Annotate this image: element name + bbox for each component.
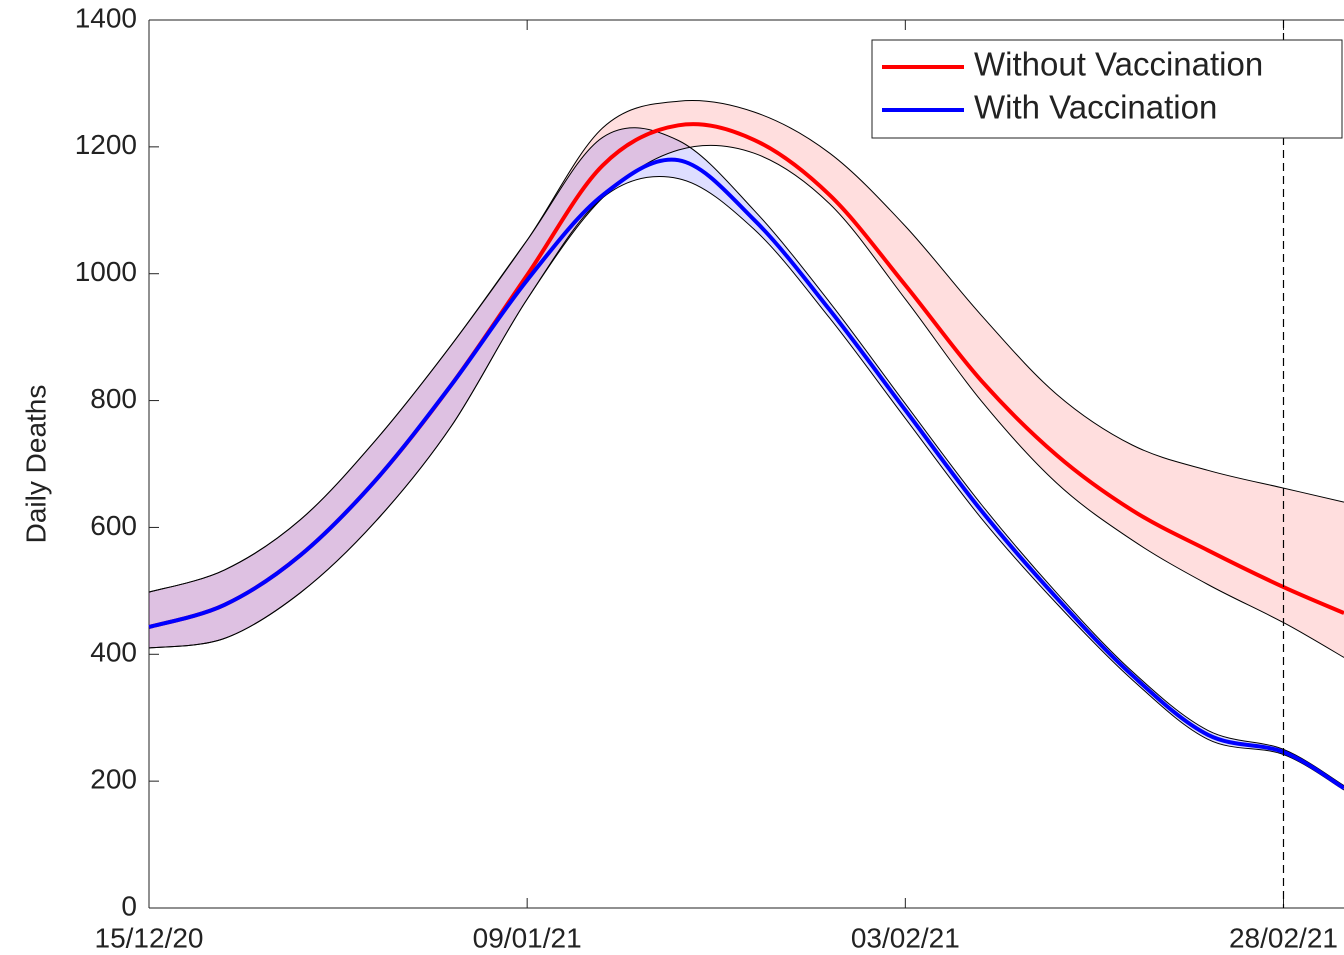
band-edge [148,176,1344,791]
series-line [148,157,1344,790]
confidence-band [149,100,1344,658]
legend-label: Without Vaccination [974,46,1263,83]
x-tick-label: 03/02/21 [851,922,960,953]
y-tick-label: 0 [121,890,137,921]
legend-label: With Vaccination [974,89,1217,126]
band-edge [148,127,1344,787]
y-tick-label: 600 [90,510,137,541]
y-tick-label: 1200 [75,129,137,160]
x-tick-label: 09/01/21 [473,922,582,953]
x-tick-label: 15/12/20 [95,922,204,953]
y-axis-label: Daily Deaths [20,385,51,544]
y-tick-label: 1400 [75,2,137,33]
legend-box [871,39,1343,139]
y-tick-label: 800 [90,383,137,414]
y-tick-label: 400 [90,637,137,668]
y-tick-label: 1000 [75,256,137,287]
x-tick-label: 28/02/21 [1229,922,1338,953]
y-tick-label: 200 [90,764,137,795]
confidence-band [149,127,1344,791]
